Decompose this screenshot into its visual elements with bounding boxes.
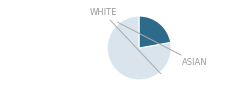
Text: ASIAN: ASIAN: [118, 22, 208, 67]
Text: WHITE: WHITE: [90, 8, 161, 74]
Wedge shape: [107, 16, 171, 80]
Wedge shape: [139, 16, 171, 48]
Legend: 77.8%, 22.2%: 77.8%, 22.2%: [59, 99, 152, 100]
